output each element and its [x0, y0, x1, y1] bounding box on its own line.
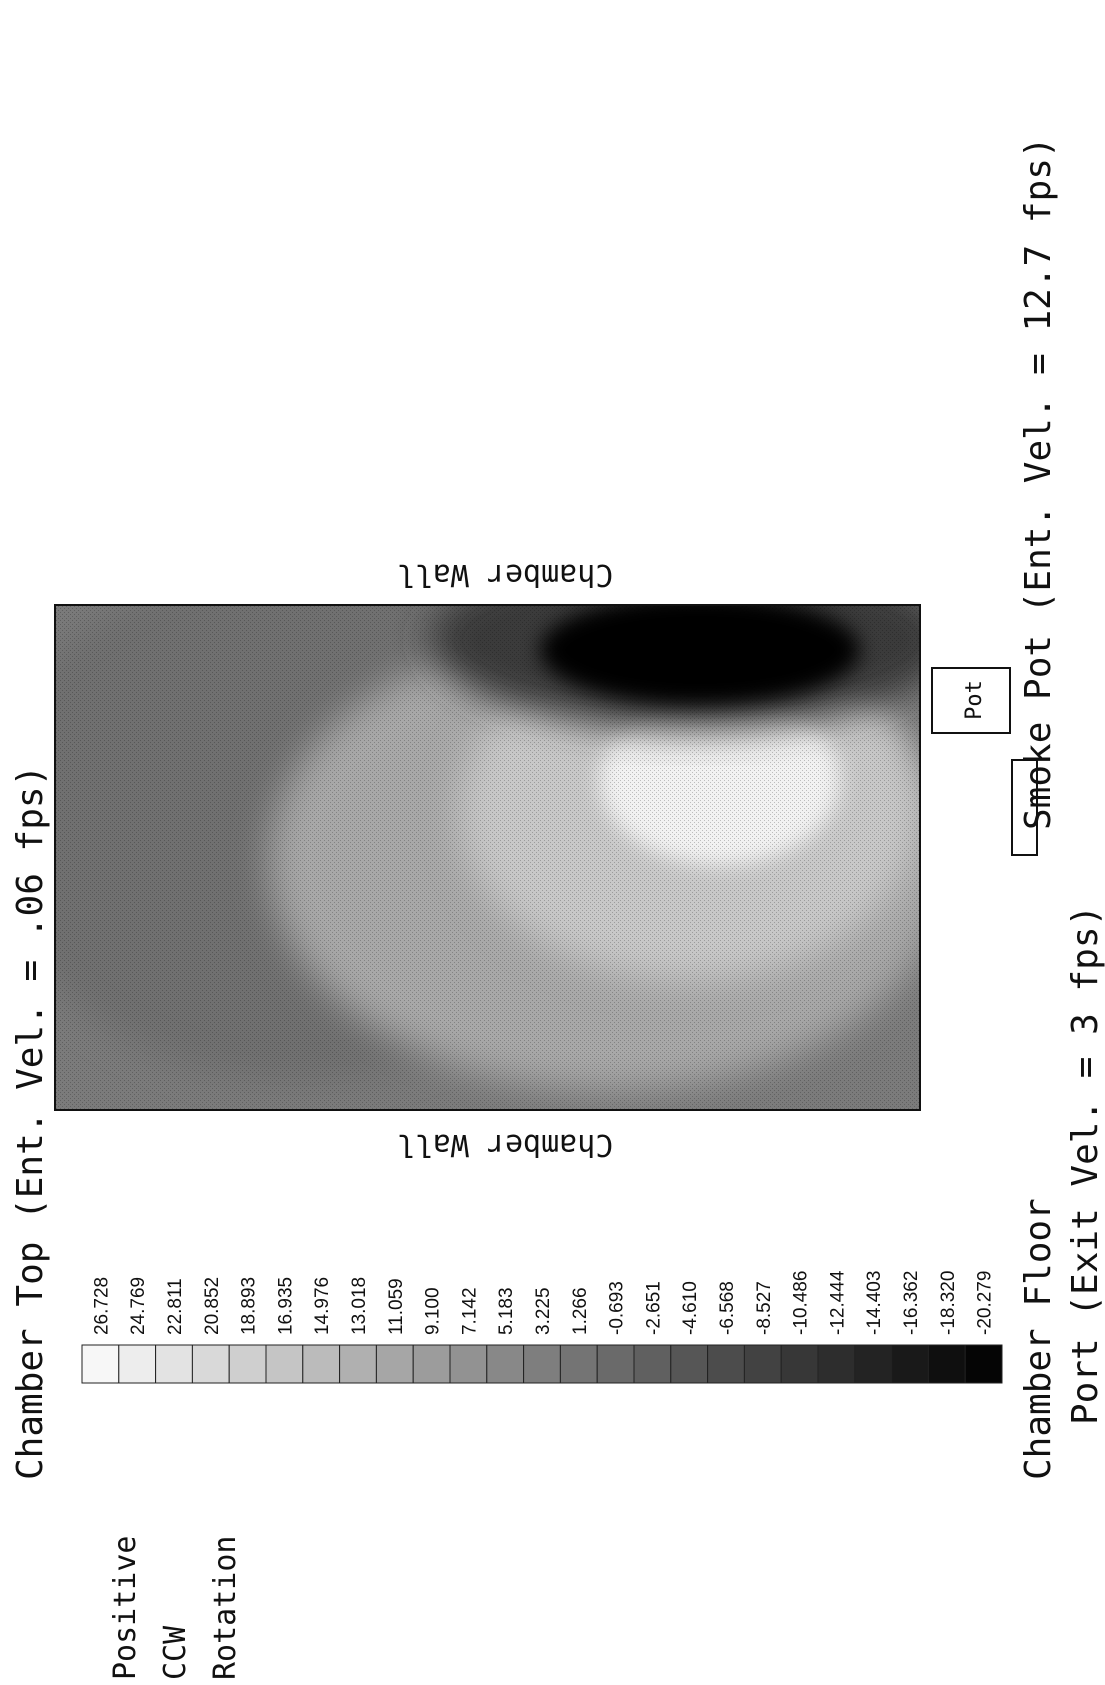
legend-swatch [708, 1345, 745, 1383]
legend-swatch [524, 1345, 561, 1383]
legend-swatch [928, 1345, 965, 1383]
legend-swatch [744, 1345, 781, 1383]
legend-title-line-2: CCW [158, 1625, 193, 1680]
legend-swatch [560, 1345, 597, 1383]
legend-level-label: -2.651 [643, 1281, 664, 1335]
legend-level-label: 16.935 [275, 1277, 296, 1335]
legend-level-label: -10.486 [791, 1271, 812, 1335]
legend-swatch [671, 1345, 708, 1383]
color-legend: 26.728 24.769 22.811 20.852 18.893 16.935 14.9… [82, 1270, 1002, 1680]
legend-level-label: 5.183 [496, 1287, 517, 1335]
legend-level-label: -12.444 [827, 1270, 848, 1335]
legend-level-label: -18.320 [938, 1271, 959, 1335]
legend-swatch [487, 1345, 524, 1383]
legend-swatch [119, 1345, 156, 1383]
legend-swatch [634, 1345, 671, 1383]
legend-level-label: 22.811 [165, 1278, 186, 1335]
legend-level-label: 24.769 [128, 1277, 149, 1335]
legend-level-label: -6.568 [717, 1281, 738, 1335]
legend-level-label: 1.266 [570, 1287, 591, 1335]
legend-swatch [192, 1345, 229, 1383]
legend-swatch [376, 1345, 413, 1383]
legend-swatch [82, 1345, 119, 1383]
legend-level-label: -4.610 [680, 1281, 701, 1335]
contour-field [0, 550, 950, 1110]
chamber-wall-right-label: Chamber Wall [397, 557, 614, 592]
legend-level-label: -14.403 [864, 1271, 885, 1335]
legend-level-label: 14.976 [312, 1277, 333, 1335]
legend-level-label: 13.018 [349, 1277, 370, 1335]
port-label: Port (Exit Vel. = 3 fps) [1065, 905, 1105, 1425]
legend-swatch [781, 1345, 818, 1383]
legend-level-label: 9.100 [423, 1287, 444, 1335]
legend-swatch [340, 1345, 377, 1383]
legend-level-label: -16.362 [901, 1271, 922, 1335]
legend-level-label: -8.527 [754, 1281, 775, 1335]
legend-level-label: 26.728 [91, 1277, 112, 1335]
legend-swatch [965, 1345, 1002, 1383]
legend-title-line-3: Rotation [208, 1536, 243, 1681]
legend-level-label: -20.279 [975, 1271, 996, 1335]
legend-level-label: 18.893 [239, 1277, 260, 1335]
legend-swatch [413, 1345, 450, 1383]
legend-level-label: 20.852 [202, 1277, 223, 1335]
legend-swatch [229, 1345, 266, 1383]
legend-level-label: -0.693 [607, 1281, 628, 1335]
chamber-wall-left-label: Chamber Wall [397, 1127, 614, 1162]
chamber-floor-label: Chamber Floor [1018, 1198, 1059, 1480]
legend-swatches [82, 1345, 1002, 1383]
legend-swatch [156, 1345, 193, 1383]
legend-swatch [892, 1345, 929, 1383]
chamber-top-label: Chamber Top (Ent. Vel. = .06 fps) [10, 765, 51, 1480]
legend-swatch [266, 1345, 303, 1383]
legend-swatch [450, 1345, 487, 1383]
legend-level-label: 11.059 [386, 1278, 407, 1335]
legend-level-label: 7.142 [459, 1287, 480, 1335]
legend-title-line-1: Positive [108, 1536, 143, 1681]
legend-swatch [818, 1345, 855, 1383]
legend-swatch [303, 1345, 340, 1383]
legend-swatch [855, 1345, 892, 1383]
smoke-pot-label: Smoke Pot (Ent. Vel. = 12.7 fps) [1018, 136, 1059, 830]
legend-level-label: 3.225 [533, 1287, 554, 1335]
legend-level-labels: 26.728 24.769 22.811 20.852 18.893 16.935 14.9… [91, 1270, 995, 1335]
pot-box-label: Pot [962, 680, 987, 720]
legend-swatch [597, 1345, 634, 1383]
